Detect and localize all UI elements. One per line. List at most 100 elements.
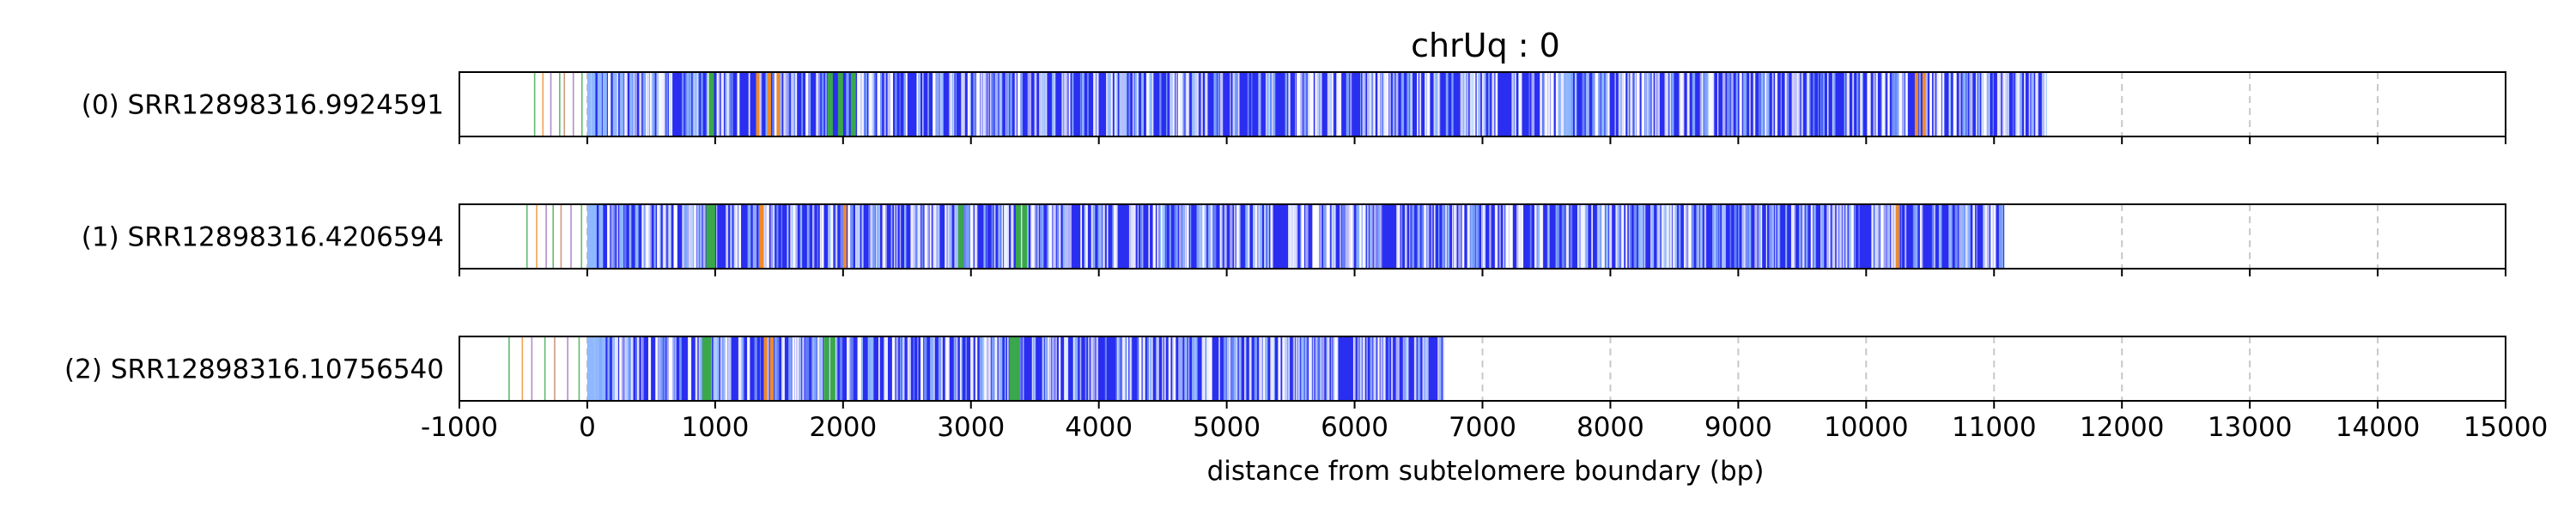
read-stripe [1032, 204, 1036, 269]
read-stripe [1031, 204, 1035, 269]
read-stripe [890, 72, 894, 136]
read-stripe [1315, 336, 1317, 401]
read-stripe [927, 204, 929, 269]
read-stripe [872, 204, 876, 269]
read-stripe [954, 204, 957, 269]
read-stripe [1238, 336, 1241, 401]
read-stripe [1001, 204, 1004, 269]
read-stripe [629, 336, 633, 401]
green-mark [837, 72, 843, 136]
read-stripe [1146, 336, 1151, 401]
read-stripe [860, 72, 863, 136]
read-stripe [2024, 72, 2026, 136]
read-stripe [2031, 72, 2033, 136]
read-stripe [1237, 72, 1240, 136]
read-stripe [1208, 336, 1211, 401]
read-stripe [1671, 72, 1674, 136]
read-stripe [809, 72, 811, 136]
read-stripe [1965, 204, 1968, 269]
read-stripe [1656, 204, 1660, 269]
read-stripe [1569, 72, 1571, 136]
read-stripe [2035, 72, 2039, 136]
read-stripe [738, 336, 742, 401]
read-stripe [929, 204, 932, 269]
read-stripe [1051, 72, 1055, 136]
read-stripe [788, 336, 791, 401]
read-stripe [1668, 204, 1669, 269]
read-stripe [1518, 72, 1521, 136]
read-stripe [1384, 72, 1388, 136]
read-stripe [1679, 72, 1682, 136]
read-stripe [1881, 72, 1886, 136]
read-stripe [1627, 72, 1629, 136]
read-stripe [706, 72, 708, 136]
read-stripe [805, 72, 809, 136]
read-stripe [870, 204, 873, 269]
read-stripe [1595, 72, 1597, 136]
read-label: (2) SRR12898316.10756540 [64, 354, 444, 385]
read-stripe [1068, 72, 1071, 136]
read-stripe [1336, 72, 1339, 136]
read-stripe [1254, 204, 1258, 269]
read-stripe [968, 204, 971, 269]
read-stripe [715, 336, 718, 401]
read-stripe [1717, 72, 1719, 136]
read-stripe [1166, 72, 1168, 136]
read-stripe [890, 204, 893, 269]
read-stripe [872, 72, 874, 136]
read-stripe [770, 204, 772, 269]
read-stripe [862, 72, 864, 136]
read-stripe [1051, 336, 1055, 401]
read-stripe [1596, 204, 1599, 269]
read-stripe [1175, 72, 1177, 136]
read-stripe [1191, 336, 1195, 401]
read-stripe [917, 204, 921, 269]
read-stripe [1062, 204, 1066, 269]
read-stripe [1364, 72, 1366, 136]
read-stripe [1265, 72, 1267, 136]
read-stripe [1794, 72, 1796, 136]
read-stripe [1122, 336, 1126, 401]
read-stripe [1515, 72, 1516, 136]
read-stripe [1650, 204, 1655, 269]
read-stripe [998, 204, 999, 269]
read-stripe [1423, 336, 1425, 401]
read-stripe [799, 336, 802, 401]
read-stripe [1260, 336, 1262, 401]
read-stripe [868, 72, 872, 136]
read-stripe [657, 204, 660, 269]
read-stripe [642, 204, 646, 269]
read-stripe [1644, 204, 1646, 269]
read-stripe [1438, 204, 1440, 269]
read-stripe [1915, 204, 1918, 269]
read-stripe [973, 72, 976, 136]
read-stripe [1299, 72, 1303, 136]
read-stripe [1722, 204, 1725, 269]
read-stripe [1990, 204, 1993, 269]
read-stripe [1745, 204, 1747, 269]
read-stripe [835, 336, 838, 401]
read-stripe [1378, 336, 1380, 401]
read-track-2: (2) SRR12898316.10756540 [64, 336, 2506, 409]
read-stripe [1664, 72, 1667, 136]
read-stripe [1223, 336, 1227, 401]
read-stripe [981, 336, 985, 401]
read-stripe [1012, 204, 1014, 269]
read-stripe [1137, 204, 1139, 269]
read-stripe [1362, 72, 1364, 136]
x-tick-label: -1000 [421, 412, 498, 443]
orange-mark [842, 204, 847, 269]
read-stripe [1565, 204, 1569, 269]
read-stripe [1284, 336, 1287, 401]
read-stripe [764, 204, 768, 269]
read-stripe [1133, 72, 1135, 136]
read-stripe [1551, 72, 1554, 136]
read-stripe [1409, 204, 1411, 269]
read-stripe [1442, 204, 1445, 269]
read-stripe [648, 204, 652, 269]
read-stripe [1400, 204, 1403, 269]
read-stripe [1938, 204, 1942, 269]
read-stripe [1993, 204, 1995, 269]
read-stripe [1139, 336, 1142, 401]
read-stripe [1044, 72, 1048, 136]
